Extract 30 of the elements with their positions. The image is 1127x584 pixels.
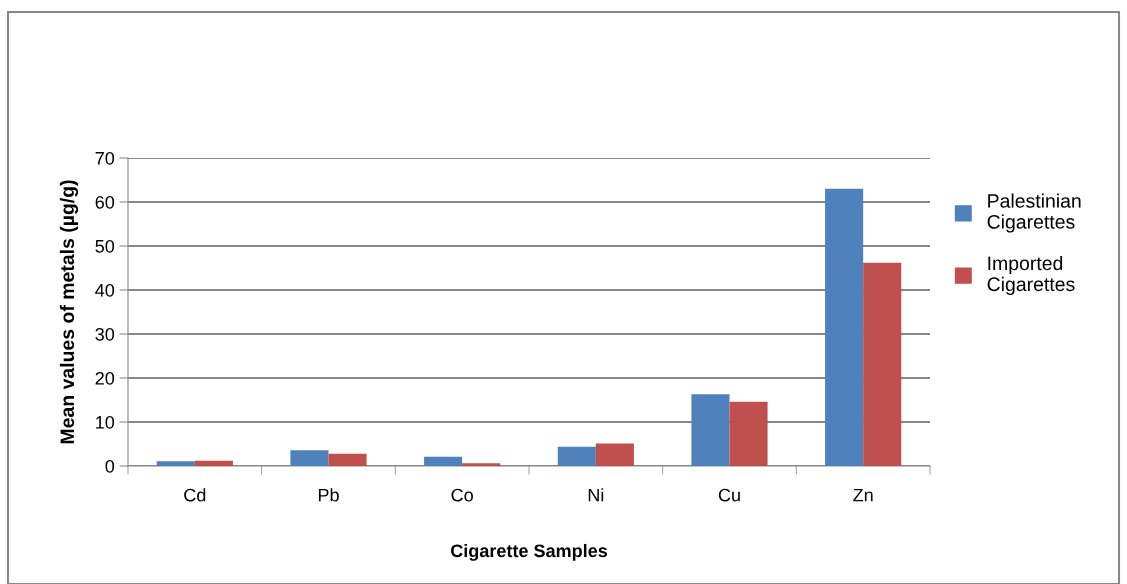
bar: [424, 456, 463, 466]
x-tick-label: Pb: [318, 488, 339, 502]
x-axis-title: Cigarette Samples: [450, 543, 608, 561]
x-tick-label: Ni: [588, 488, 604, 502]
bar: [156, 461, 195, 466]
y-tick-label: 0: [105, 459, 115, 473]
bar: [729, 401, 768, 466]
bar: [595, 443, 634, 466]
bar: [290, 450, 329, 466]
x-tick-label: Co: [451, 488, 473, 502]
bar: [691, 394, 730, 466]
y-tick-label: 70: [95, 151, 115, 165]
bar: [825, 188, 864, 466]
x-tick-label: Cu: [718, 488, 740, 502]
y-tick-label: 40: [95, 283, 115, 297]
bar: [194, 460, 233, 466]
y-tick-label: 10: [96, 415, 115, 429]
legend-label: Imported Cigarettes: [987, 255, 1075, 295]
x-tick-label: Zn: [853, 488, 873, 502]
bar: [328, 453, 367, 466]
x-tick-label: Cd: [184, 488, 206, 502]
y-tick-label: 50: [95, 239, 115, 253]
y-axis-title: Mean values of metals (µg/g): [59, 180, 79, 444]
y-tick-label: 30: [95, 327, 115, 341]
bar: [462, 463, 501, 466]
y-tick-label: 60: [95, 195, 115, 209]
bar: [863, 262, 902, 466]
bar: [557, 446, 596, 466]
legend-label: Palestinian Cigarettes: [987, 193, 1081, 233]
y-tick-label: 20: [95, 371, 115, 385]
